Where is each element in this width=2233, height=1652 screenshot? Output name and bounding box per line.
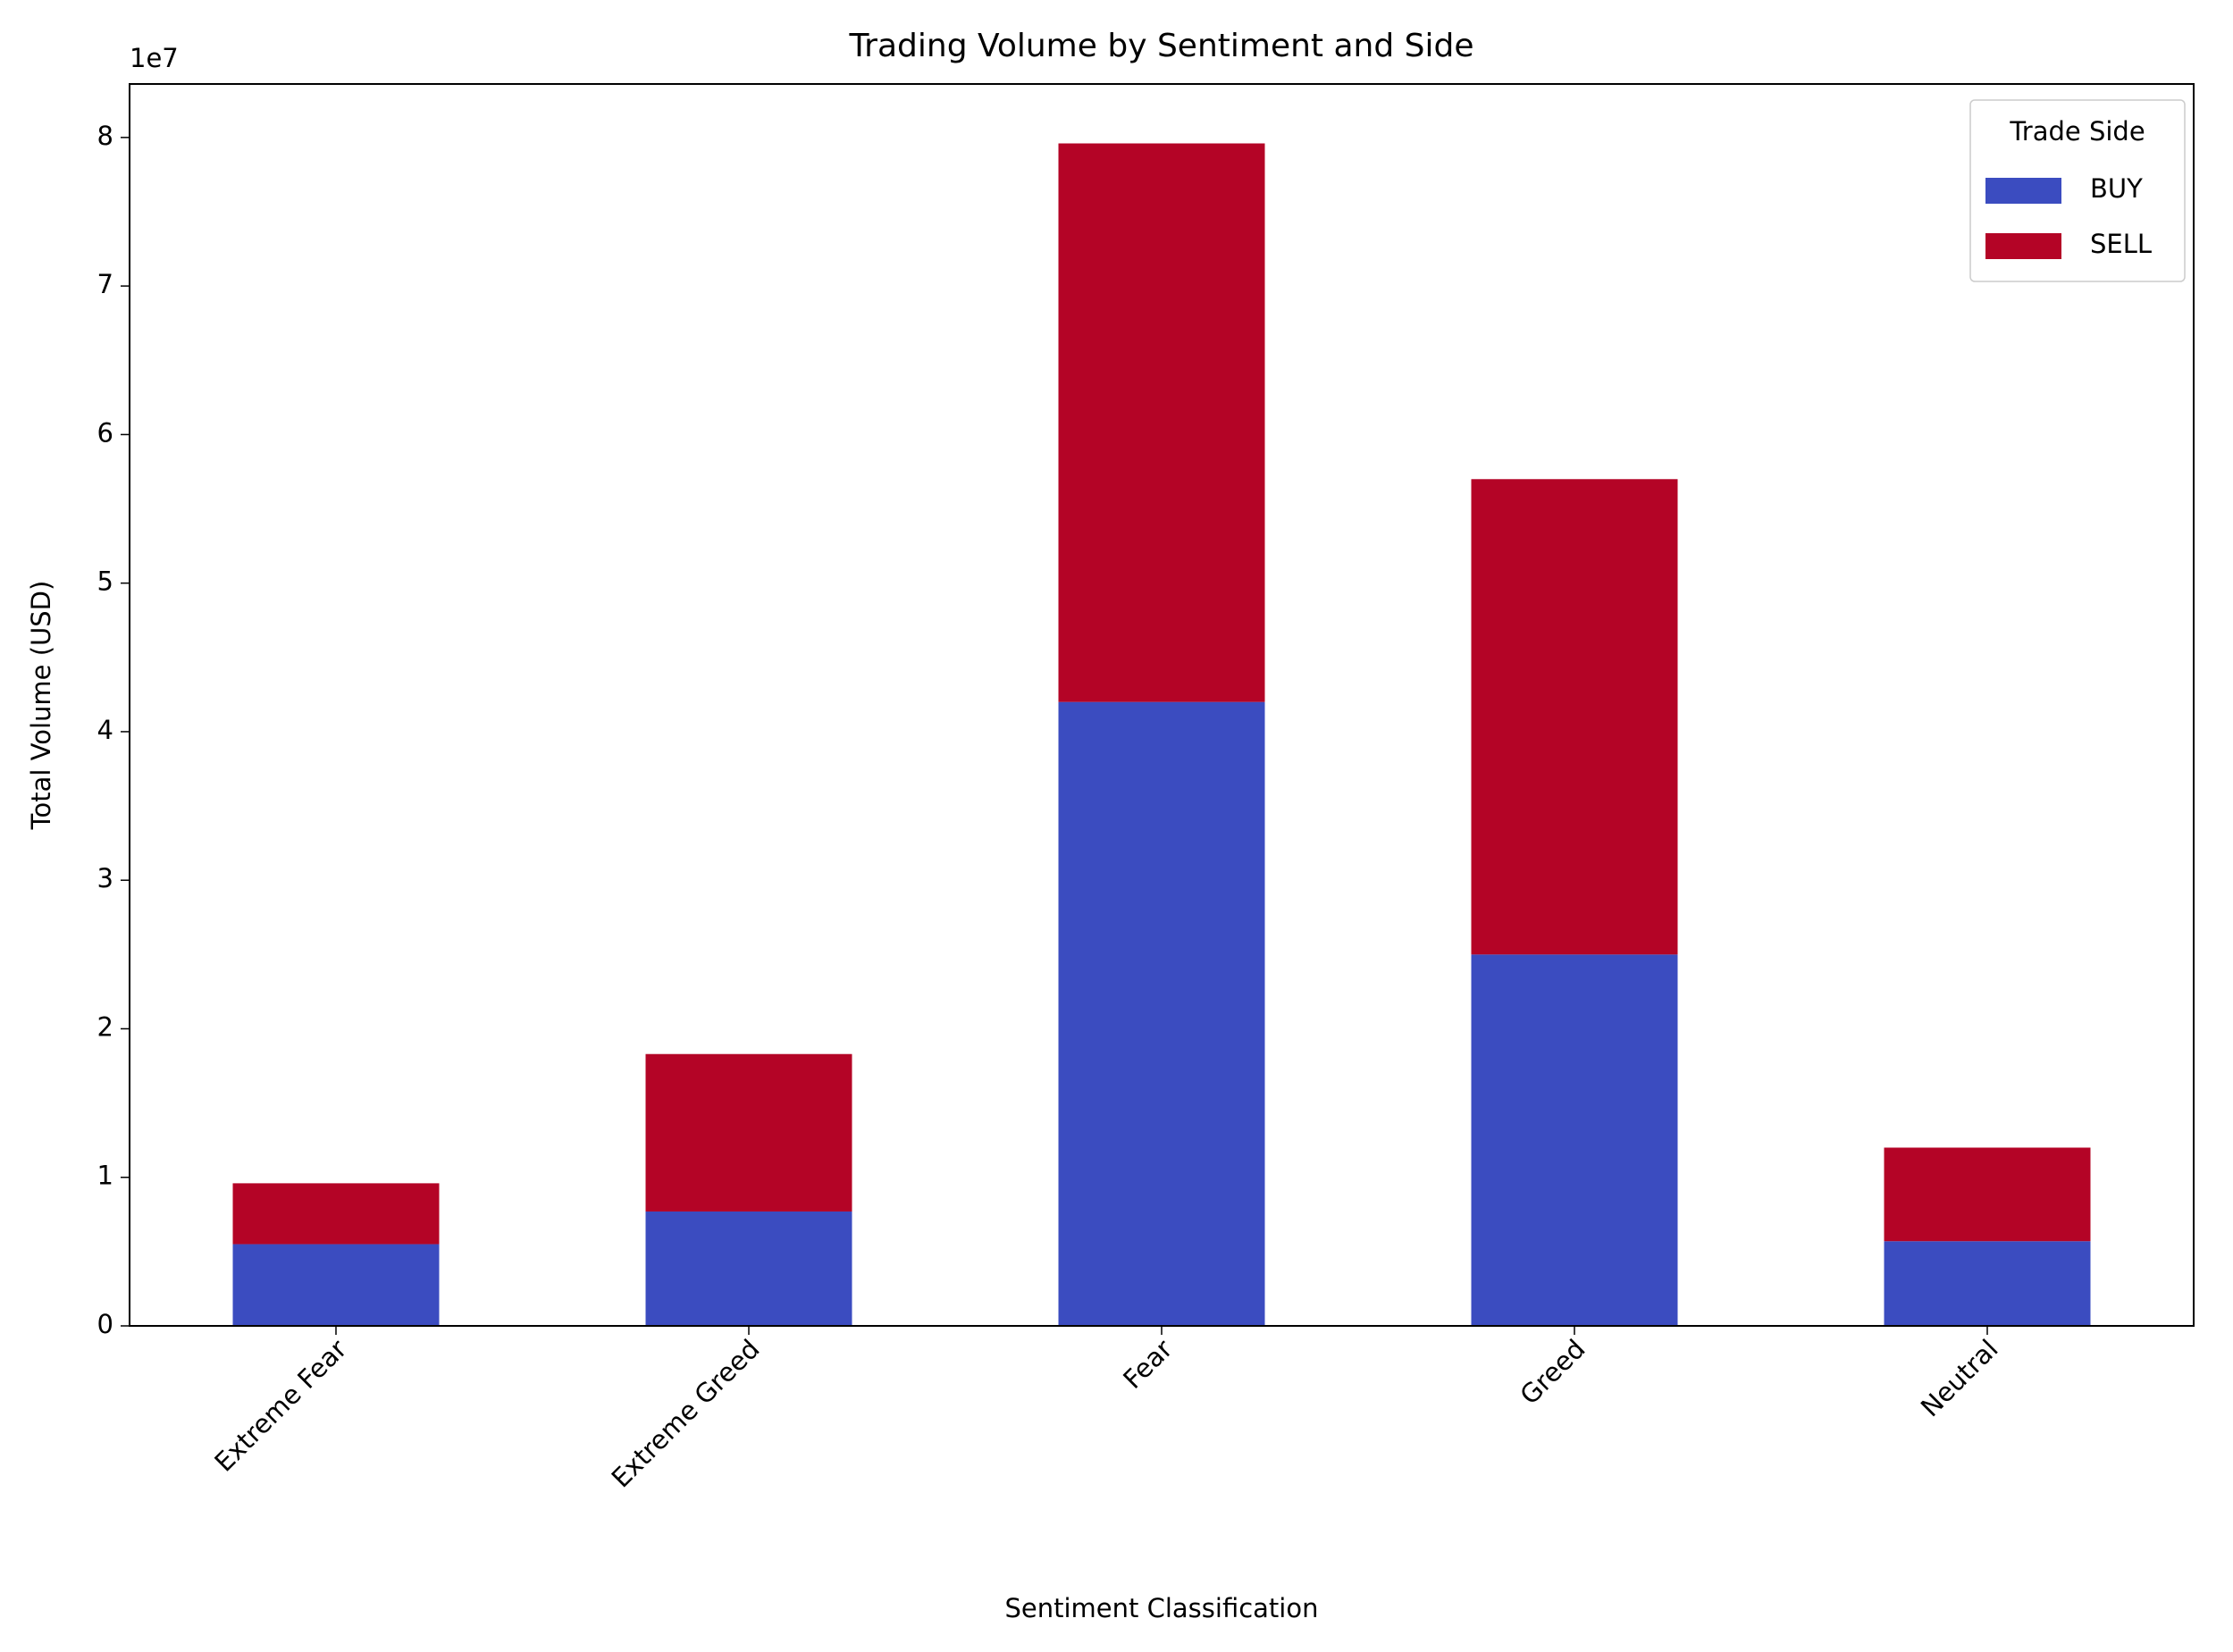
x-axis-label: Sentiment Classification bbox=[1004, 1593, 1318, 1623]
bar-segment bbox=[645, 1211, 852, 1326]
y-tick-label: 1 bbox=[97, 1161, 113, 1191]
bar-segment bbox=[232, 1244, 440, 1326]
bar-segment bbox=[1884, 1147, 2091, 1242]
y-tick-label: 0 bbox=[97, 1309, 113, 1339]
y-tick-label: 7 bbox=[97, 269, 113, 299]
bar-segment bbox=[1058, 701, 1265, 1326]
legend-swatch bbox=[1985, 178, 2061, 204]
legend-title: Trade Side bbox=[2009, 116, 2145, 147]
x-tick-label: Neutral bbox=[1915, 1334, 2004, 1423]
y-tick-label: 2 bbox=[97, 1011, 113, 1042]
x-tick-label: Extreme Fear bbox=[208, 1334, 352, 1478]
legend-swatch bbox=[1985, 233, 2061, 259]
x-tick-label: Greed bbox=[1514, 1334, 1591, 1411]
y-tick-label: 5 bbox=[97, 566, 113, 597]
x-tick-label: Fear bbox=[1117, 1334, 1178, 1395]
bar-segment bbox=[1471, 954, 1678, 1326]
plot-frame bbox=[129, 83, 2195, 1327]
chart-title: Trading Volume by Sentiment and Side bbox=[848, 28, 1473, 64]
legend-label: SELL bbox=[2090, 229, 2152, 259]
bar-segment bbox=[1471, 479, 1678, 955]
y-offset-label: 1e7 bbox=[130, 43, 179, 73]
bar-segment bbox=[1884, 1241, 2091, 1326]
y-tick-label: 3 bbox=[97, 863, 113, 893]
legend-label: BUY bbox=[2090, 173, 2143, 204]
x-tick-label: Extreme Greed bbox=[606, 1334, 766, 1494]
y-tick-label: 6 bbox=[97, 417, 113, 448]
y-tick-label: 8 bbox=[97, 121, 113, 151]
y-axis-label: Total Volume (USD) bbox=[26, 581, 56, 831]
bar-segment bbox=[645, 1053, 852, 1212]
y-tick-label: 4 bbox=[97, 715, 113, 745]
bar-segment bbox=[232, 1183, 440, 1245]
bar-segment bbox=[1058, 143, 1265, 702]
